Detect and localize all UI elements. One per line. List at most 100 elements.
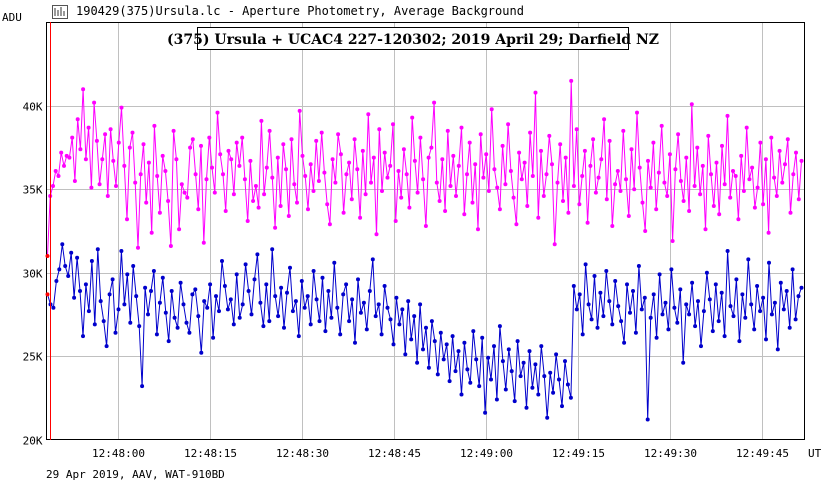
- data-point: [45, 254, 50, 258]
- data-point: [628, 310, 632, 315]
- data-point: [440, 157, 445, 162]
- data-point: [574, 307, 579, 312]
- data-point: [633, 330, 638, 335]
- data-point: [699, 344, 703, 349]
- data-point: [687, 209, 692, 213]
- data-point: [353, 340, 357, 345]
- data-point: [70, 135, 75, 140]
- data-point: [763, 157, 768, 162]
- data-point: [530, 385, 535, 390]
- x-tick-label: 12:49:00: [460, 447, 513, 460]
- data-point: [783, 162, 787, 167]
- data-point: [382, 284, 387, 288]
- data-point: [547, 133, 552, 138]
- data-point: [211, 335, 216, 340]
- data-point: [787, 325, 792, 330]
- data-point: [580, 332, 585, 337]
- data-point: [451, 153, 456, 158]
- data-point: [240, 135, 245, 140]
- data-point: [122, 163, 127, 168]
- data-point: [388, 317, 393, 322]
- data-point: [234, 140, 239, 145]
- data-point: [311, 189, 316, 193]
- data-point: [421, 347, 425, 352]
- data-point: [481, 175, 486, 180]
- data-point: [53, 169, 58, 173]
- x-tick-label: 12:48:15: [184, 447, 237, 460]
- data-point: [367, 289, 372, 293]
- data-point: [486, 189, 491, 193]
- data-point: [415, 190, 420, 195]
- data-point: [415, 360, 420, 365]
- data-point: [292, 182, 297, 187]
- data-point: [629, 147, 634, 152]
- data-point: [648, 185, 653, 190]
- data-point: [245, 219, 250, 223]
- data-point: [518, 374, 523, 379]
- data-point: [401, 147, 406, 152]
- data-point: [558, 142, 563, 147]
- data-point: [662, 180, 667, 185]
- data-point: [432, 339, 437, 344]
- data-point: [586, 302, 591, 307]
- data-point: [317, 319, 322, 324]
- data-point: [462, 212, 467, 217]
- data-point: [204, 177, 209, 182]
- data-point: [358, 310, 363, 315]
- data-point: [352, 137, 357, 142]
- data-point: [168, 244, 173, 248]
- data-point: [601, 314, 606, 319]
- data-point: [182, 190, 187, 195]
- data-point: [319, 130, 324, 135]
- data-point: [110, 277, 115, 282]
- data-point: [555, 180, 560, 185]
- data-point: [166, 339, 171, 344]
- data-point: [212, 190, 217, 195]
- data-point: [163, 169, 168, 173]
- data-point: [568, 395, 573, 400]
- data-point: [615, 169, 620, 173]
- data-point: [286, 214, 291, 218]
- data-point: [530, 174, 535, 178]
- x-tick-label: 12:48:00: [92, 447, 145, 460]
- data-point: [548, 370, 553, 375]
- data-point: [667, 152, 672, 157]
- data-point: [610, 322, 615, 327]
- data-point: [625, 282, 629, 287]
- data-point: [700, 163, 705, 168]
- data-point: [128, 320, 133, 325]
- data-point: [207, 135, 212, 140]
- data-point: [166, 199, 171, 203]
- data-point: [364, 327, 369, 332]
- data-point: [406, 299, 411, 304]
- data-point: [270, 247, 275, 252]
- data-point: [755, 185, 760, 190]
- data-point: [539, 344, 544, 349]
- data-point: [57, 267, 62, 272]
- data-point: [243, 262, 248, 267]
- data-point: [725, 113, 730, 118]
- data-point: [713, 282, 718, 287]
- data-point: [374, 232, 379, 237]
- data-point: [143, 285, 148, 290]
- data-point: [681, 199, 686, 203]
- data-point: [388, 163, 393, 168]
- data-point: [295, 200, 299, 205]
- data-point: [78, 147, 83, 152]
- data-point: [385, 305, 390, 310]
- data-point: [669, 267, 674, 272]
- data-point: [289, 137, 294, 142]
- x-tick-label: 12:48:30: [276, 447, 329, 460]
- data-point: [149, 230, 154, 235]
- data-point: [284, 167, 288, 172]
- data-point: [217, 309, 221, 314]
- data-point: [656, 170, 661, 175]
- data-point: [255, 252, 260, 257]
- data-point: [596, 175, 601, 180]
- data-point: [288, 265, 292, 270]
- data-point: [75, 117, 80, 122]
- data-point: [275, 155, 280, 160]
- data-point: [648, 315, 653, 320]
- data-point: [332, 260, 337, 265]
- data-point: [495, 185, 500, 190]
